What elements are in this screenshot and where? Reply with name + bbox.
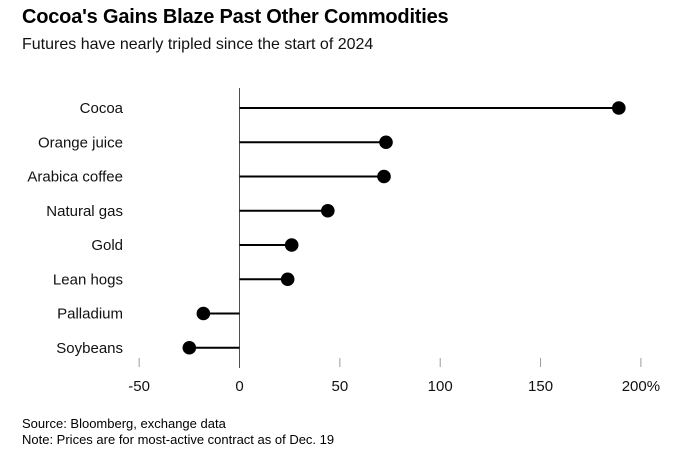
chart-footer: Source: Bloomberg, exchange data Note: P… [22,416,334,448]
lollipop-dot [612,101,626,115]
lollipop-dot [284,238,299,252]
category-label: Gold [91,237,123,254]
x-axis-tick-label: 200% [622,378,660,395]
category-label: Lean hogs [53,271,123,288]
x-axis-tick-label: 100 [428,378,453,395]
lollipop-dot [377,169,391,184]
lollipop-chart: -50 0 50 100 150 200% Cocoa Orange juice Arabica… [27,88,660,395]
category-label: Soybeans [56,340,123,357]
lollipop-dot [379,135,393,150]
chart-title: Cocoa's Gains Blaze Past Other Commoditi… [22,6,449,28]
x-axis-tick-label: 150 [528,378,553,395]
category-label: Orange juice [38,134,123,151]
chart-subtitle: Futures have nearly tripled since the st… [22,36,374,53]
lollipop-dot [182,340,197,355]
data-note: Note: Prices are for most-active contrac… [22,432,335,447]
lollipop-dot [321,203,335,218]
category-label: Arabica coffee [27,169,123,186]
lollipop-dot [196,306,211,321]
x-axis-tick-label: 50 [332,378,349,395]
category-label: Palladium [57,306,123,323]
category-label: Cocoa [80,100,124,117]
source-note: Source: Bloomberg, exchange data [22,416,226,431]
x-axis-tick-label: -50 [128,378,150,395]
x-axis-tick-label: 0 [235,378,243,395]
lollipop-dot [280,272,295,287]
category-label: Natural gas [46,203,123,220]
